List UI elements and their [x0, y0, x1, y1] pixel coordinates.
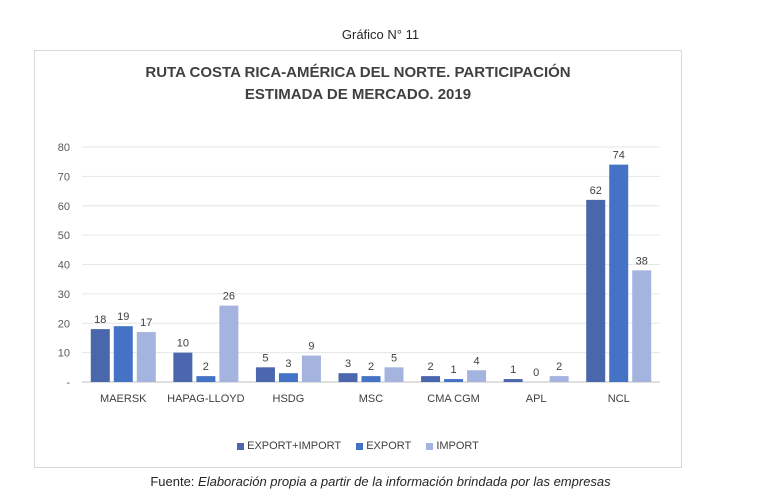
data-label: 5	[262, 352, 268, 364]
data-label: 3	[285, 358, 291, 370]
legend-swatch-import	[426, 442, 434, 450]
data-label: 62	[590, 185, 602, 197]
data-label: 19	[117, 311, 129, 323]
data-label: 18	[94, 314, 106, 326]
data-label: 5	[391, 352, 397, 364]
y-tick-label: 60	[58, 201, 70, 213]
x-category-label: HAPAG-LLOYD	[167, 393, 244, 405]
x-category-label: MSC	[359, 393, 384, 405]
y-tick-label: 80	[58, 142, 70, 154]
legend-swatch-export	[356, 442, 364, 450]
x-category-label: APL	[526, 393, 547, 405]
bar	[467, 370, 487, 382]
chart-legend: EXPORT+IMPORT EXPORT IMPORT	[34, 440, 682, 452]
y-tick-label: 40	[58, 260, 70, 272]
source-note: Fuente: Elaboración propia a partir de l…	[0, 474, 761, 489]
y-tick-label: 30	[58, 289, 70, 301]
legend-item-export: EXPORT	[356, 440, 411, 452]
data-label: 17	[140, 317, 152, 329]
bar	[278, 373, 298, 382]
data-label: 0	[533, 367, 539, 379]
bar	[421, 376, 441, 382]
y-tick-label: -	[66, 377, 70, 389]
chart-title-line-1: RUTA COSTA RICA-AMÉRICA DEL NORTE. PARTI…	[145, 64, 571, 81]
source-prefix: Fuente:	[150, 474, 199, 489]
x-category-label: MAERSK	[100, 393, 147, 405]
legend-item-export-import: EXPORT+IMPORT	[237, 440, 341, 452]
figure-label: Gráfico N° 11	[341, 27, 420, 42]
data-label: 1	[451, 364, 457, 376]
bar	[586, 199, 606, 382]
bar	[338, 373, 358, 382]
bar	[113, 326, 133, 382]
bar	[503, 379, 523, 382]
legend-label-export: EXPORT	[366, 440, 412, 452]
y-tick-label: 70	[58, 171, 70, 183]
data-label: 10	[177, 338, 189, 350]
source-text: Elaboración propia a partir de la inform…	[198, 474, 611, 489]
bar	[609, 164, 629, 382]
data-label: 2	[428, 361, 434, 373]
y-tick-label: 10	[58, 348, 70, 360]
data-label: 2	[368, 361, 374, 373]
chart-frame	[34, 50, 682, 468]
bar	[384, 367, 404, 382]
data-label: 1	[510, 364, 516, 376]
data-label: 4	[474, 355, 480, 367]
y-tick-label: 20	[58, 318, 70, 330]
data-label: 26	[223, 291, 235, 303]
bar	[173, 352, 193, 382]
chart-title-line-2: ESTIMADA DE MERCADO. 2019	[244, 86, 472, 103]
x-category-label: NCL	[608, 393, 630, 405]
x-category-label: HSDG	[273, 393, 305, 405]
y-tick-label: 50	[58, 230, 70, 242]
data-label: 3	[345, 358, 351, 370]
bar	[196, 376, 216, 382]
legend-label-export-import: EXPORT+IMPORT	[247, 440, 342, 452]
bar	[444, 379, 464, 382]
bar	[255, 367, 275, 382]
data-label: 9	[308, 341, 314, 353]
data-label: 38	[636, 255, 648, 267]
bar	[549, 376, 569, 382]
data-label: 74	[613, 150, 625, 162]
chart-title: RUTA COSTA RICA-AMÉRICA DEL NORTE. PARTI…	[34, 62, 682, 106]
bar	[136, 332, 156, 382]
legend-label-import: IMPORT	[436, 440, 479, 452]
data-label: 2	[556, 361, 562, 373]
x-category-label: CMA CGM	[427, 393, 480, 405]
legend-swatch-export-import	[237, 442, 245, 450]
data-label: 2	[203, 361, 209, 373]
bar	[632, 270, 652, 382]
bar	[361, 376, 381, 382]
bar	[219, 305, 239, 382]
bar	[90, 329, 110, 382]
bar	[301, 355, 321, 382]
legend-item-import: IMPORT	[426, 440, 479, 452]
